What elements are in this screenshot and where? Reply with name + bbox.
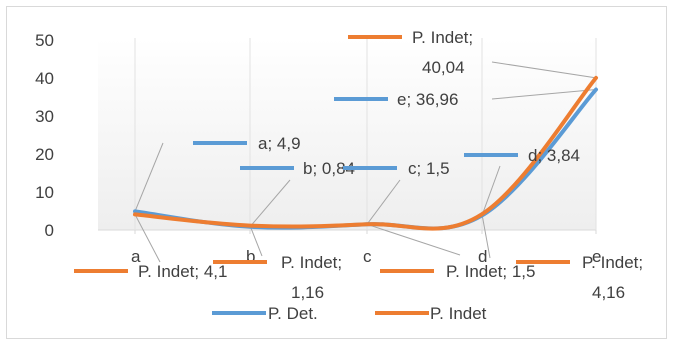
data-label-text: P. Indet; 40,04: [412, 28, 473, 77]
data-label-p-indet-a: P. Indet; 4,1: [74, 262, 227, 281]
data-label-p-det-b: b; 0,84: [240, 159, 355, 178]
data-label-p-indet-d: P. Indet; 4,16: [516, 253, 643, 302]
leader-line: [491, 89, 597, 100]
leader-line: [134, 214, 161, 263]
leader-line: [134, 142, 164, 212]
x-tick-label-d: d: [478, 247, 487, 266]
leader-line: [366, 179, 401, 225]
data-label-text: d; 3,84: [528, 146, 580, 165]
x-tick-label-e: e: [592, 247, 601, 266]
data-label-p-indet-e: P. Indet; 40,04: [348, 28, 473, 77]
legend-label: P. Indet: [430, 304, 487, 323]
legend: P. Det. P. Indet: [212, 304, 487, 323]
series-lines: [133, 75, 598, 231]
y-tick-label-40: 40: [35, 69, 54, 88]
x-tick-label-a: a: [131, 247, 141, 266]
y-tick-label-50: 50: [35, 31, 54, 50]
data-label-text: b; 0,84: [303, 159, 355, 178]
data-label-text: c; 1,5: [408, 159, 450, 178]
leader-line: [491, 61, 597, 79]
data-label-p-det-d: d; 3,84: [464, 146, 580, 165]
leader-line: [366, 223, 461, 256]
leader-line: [481, 165, 501, 216]
data-label-p-det-c: c; 1,5: [343, 159, 450, 178]
y-tick-label-0: 0: [45, 221, 54, 240]
y-tick-label-20: 20: [35, 145, 54, 164]
data-label-text: P. Indet; 1,5: [446, 262, 535, 281]
legend-label: P. Det.: [268, 304, 318, 323]
data-label-text: e; 36,96: [397, 90, 458, 109]
data-label-text: P. Indet; 1,16: [281, 253, 342, 302]
legend-item-p-indet: P. Indet: [375, 304, 487, 323]
data-label-p-det-a: a; 4,9: [193, 134, 301, 153]
y-tick-label-10: 10: [35, 183, 54, 202]
data-label-text: a; 4,9: [258, 134, 301, 153]
leader-lines: [134, 61, 597, 263]
x-tick-label-b: b: [246, 247, 255, 266]
data-label-p-indet-b: P. Indet; 1,16: [213, 253, 342, 302]
x-tick-label-c: c: [363, 247, 372, 266]
leader-line: [249, 179, 291, 228]
data-label-p-det-e: e; 36,96: [334, 90, 458, 109]
data-labels: a; 4,9b; 0,84 c; 1,5 d; 3,84 e; 36,96 P. Ind…: [74, 28, 643, 302]
legend-item-p-det: P. Det.: [212, 304, 318, 323]
y-tick-label-30: 30: [35, 107, 54, 126]
leader-line: [481, 214, 491, 259]
data-label-text: P. Indet; 4,1: [138, 262, 227, 281]
data-label-p-indet-c: P. Indet; 1,5: [380, 262, 535, 281]
x-axis: a b c d e: [98, 38, 601, 266]
plot-area: [98, 38, 596, 230]
y-axis: 0 10 20 30 40 50: [35, 31, 54, 240]
leader-line: [249, 225, 263, 257]
series-line-p-indet: [133, 75, 598, 231]
data-label-text: P. Indet; 4,16: [582, 253, 643, 302]
